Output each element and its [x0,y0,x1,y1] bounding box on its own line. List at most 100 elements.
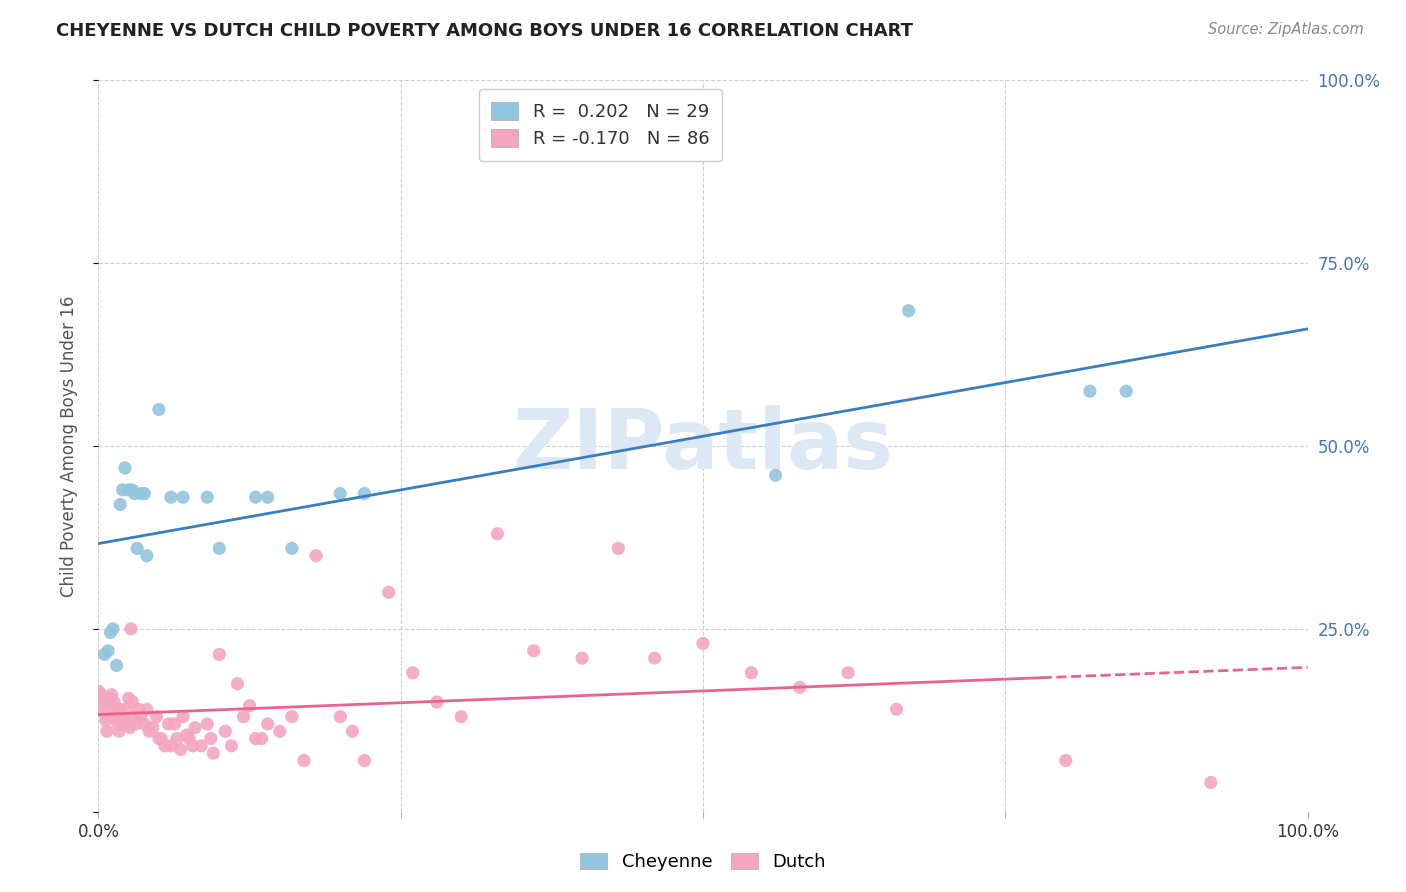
Point [402,665,425,680]
Legend: Cheyenne, Dutch: Cheyenne, Dutch [574,846,832,879]
Point [87,684,110,698]
Point [245,490,267,504]
Point [108,702,131,716]
Point [145,709,167,723]
Point [245,731,267,746]
Point [450,709,472,723]
Point [142,721,165,735]
Point [837,665,859,680]
Point [160,490,183,504]
Point [91,698,114,713]
Point [134,486,156,500]
Point [118,721,141,735]
Point [108,498,131,512]
Point [329,486,352,500]
Point [111,717,134,731]
Point [523,644,546,658]
Point [105,709,128,723]
Point [644,651,666,665]
Point [377,585,399,599]
Point [114,461,136,475]
Point [571,651,593,665]
Point [353,754,375,768]
Point [114,717,136,731]
Point [101,709,124,723]
Point [169,742,191,756]
Point [125,717,148,731]
Point [353,486,375,500]
Legend: R =  0.202   N = 29, R = -0.170   N = 86: R = 0.202 N = 29, R = -0.170 N = 86 [478,89,721,161]
Point [120,622,142,636]
Point [93,691,115,706]
Point [200,731,222,746]
Point [127,702,149,716]
Point [148,402,170,417]
Point [134,717,156,731]
Point [184,721,207,735]
Point [179,731,201,746]
Point [135,702,157,716]
Point [94,714,117,728]
Point [93,706,115,720]
Point [121,695,143,709]
Point [426,695,449,709]
Point [118,691,141,706]
Y-axis label: Child Poverty Among Boys Under 16: Child Poverty Among Boys Under 16 [59,295,77,597]
Point [190,739,212,753]
Text: ZIPatlas: ZIPatlas [513,406,893,486]
Point [93,648,115,662]
Point [153,739,176,753]
Point [202,746,225,760]
Point [195,490,218,504]
Point [157,717,180,731]
Point [897,303,920,318]
Point [103,695,125,709]
Point [138,724,160,739]
Point [104,702,127,716]
Point [195,717,218,731]
Point [239,698,262,713]
Point [250,731,273,746]
Point [89,691,111,706]
Point [172,490,194,504]
Point [208,648,231,662]
Point [765,468,787,483]
Point [208,541,231,556]
Point [281,541,304,556]
Point [281,709,304,723]
Point [112,709,135,723]
Point [108,724,131,739]
Point [129,709,152,723]
Point [97,644,120,658]
Point [486,526,509,541]
Point [107,717,129,731]
Point [90,688,112,702]
Point [342,724,364,739]
Point [166,731,188,746]
Point [110,709,132,723]
Point [127,541,149,556]
Point [129,486,152,500]
Point [160,739,183,753]
Point [97,695,120,709]
Point [135,549,157,563]
Point [163,717,186,731]
Point [150,731,173,746]
Point [607,541,630,556]
Point [226,676,249,690]
Point [886,702,908,716]
Point [692,636,714,650]
Point [148,731,170,746]
Point [329,709,352,723]
Point [221,739,243,753]
Point [740,665,762,680]
Text: Source: ZipAtlas.com: Source: ZipAtlas.com [1208,22,1364,37]
Point [789,681,811,695]
Text: CHEYENNE VS DUTCH CHILD POVERTY AMONG BOYS UNDER 16 CORRELATION CHART: CHEYENNE VS DUTCH CHILD POVERTY AMONG BO… [56,22,914,40]
Point [1054,754,1077,768]
Point [232,709,254,723]
Point [118,483,141,497]
Point [121,483,143,497]
Point [256,717,278,731]
Point [100,691,122,706]
